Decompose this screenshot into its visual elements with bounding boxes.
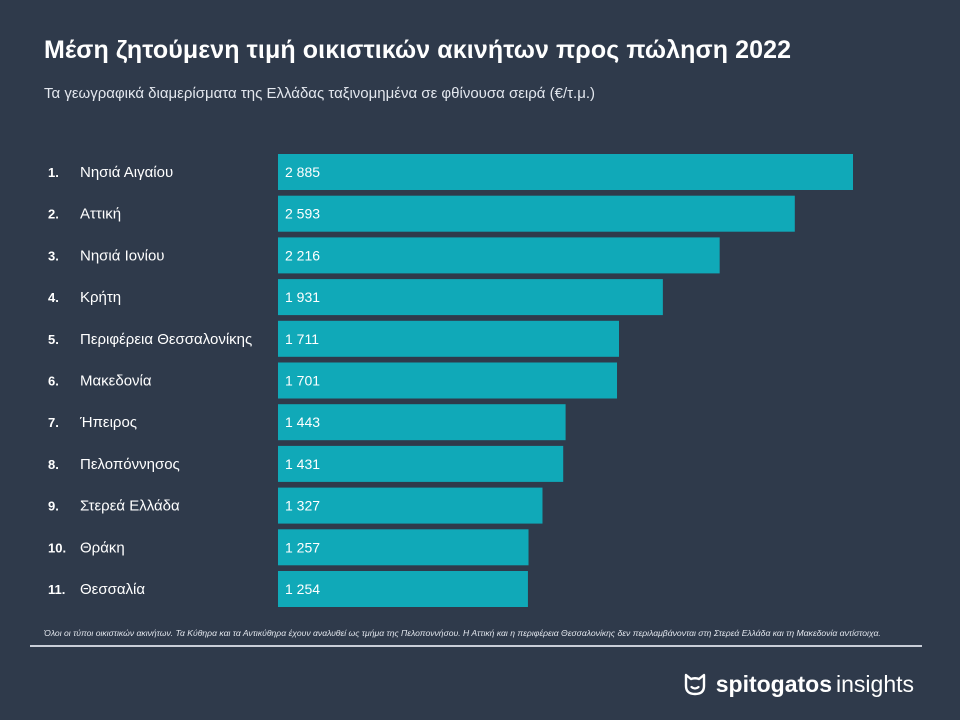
bar [278,404,566,441]
value-label: 1 327 [285,498,320,514]
rank-label: 11. [48,582,65,597]
rank-label: 7. [48,415,59,430]
bar [278,195,795,232]
spitogatos-logo: spitogatos insights [682,668,914,700]
category-label: Ήπειρος [79,414,137,431]
value-label: 2 885 [285,164,320,180]
bar [278,320,620,357]
category-label: Μακεδονία [80,373,152,390]
rank-label: 9. [48,499,59,514]
bar [278,154,853,190]
category-label: Περιφέρεια Θεσσαλονίκης [80,331,252,348]
category-label: Νησιά Ιονίου [80,247,165,264]
cat-face-icon [684,673,705,696]
category-label: Νησιά Αιγαίου [80,164,173,181]
bar [278,279,663,316]
rank-label: 8. [48,457,59,472]
bar [278,445,564,482]
category-label: Θράκη [80,539,125,556]
value-label: 1 443 [285,414,320,430]
category-label: Στερεά Ελλάδα [80,498,180,515]
rank-label: 5. [48,332,59,347]
bar [278,487,543,524]
category-label: Κρήτη [80,289,121,306]
chart-title: Μέση ζητούμενη τιμή οικιστικών ακινήτων … [44,36,792,64]
value-label: 1 701 [285,373,320,389]
value-label: 2 216 [285,247,320,263]
rank-label: 2. [48,207,59,222]
rank-label: 6. [48,374,59,389]
category-label: Αττική [80,206,121,223]
logo-sub: insights [836,670,914,697]
value-label: 2 593 [285,206,320,222]
rank-label: 3. [48,248,59,263]
value-label: 1 931 [285,289,320,305]
value-label: 1 254 [285,581,320,597]
footnote: Όλοι οι τύποι οικιστικών ακινήτων. Τα Κύ… [44,628,881,638]
divider [30,645,922,647]
value-label: 1 711 [285,331,319,347]
bar [278,237,720,274]
value-label: 1 257 [285,539,320,555]
bar [278,529,529,566]
value-label: 1 431 [285,456,320,472]
logo-brand: spitogatos [715,670,833,697]
rank-label: 10. [48,540,66,555]
rank-label: 1. [48,165,59,180]
chart-subtitle: Τα γεωγραφικά διαμερίσματα της Ελλάδας τ… [44,85,596,102]
rank-label: 4. [48,290,59,305]
bar [278,571,528,607]
bar [278,362,618,399]
category-label: Θεσσαλία [80,581,145,598]
bar-chart: 1. Νησιά Αιγαίου 2 885 2. Αττική 2 593 3. Νησιά… [48,154,853,607]
category-label: Πελοπόννησος [80,456,180,473]
